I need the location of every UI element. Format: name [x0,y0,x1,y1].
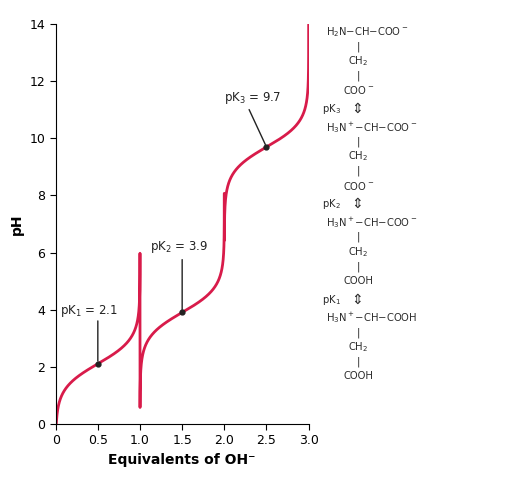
Text: CH$_2$: CH$_2$ [347,340,367,354]
Text: COOH: COOH [342,276,372,286]
Text: COO$^-$: COO$^-$ [342,180,374,191]
Text: $\Updownarrow$: $\Updownarrow$ [348,101,362,116]
Text: pK$_1$: pK$_1$ [322,293,340,306]
Text: |: | [356,356,360,367]
Text: |: | [356,261,360,272]
Text: |: | [356,166,360,176]
Text: H$_3$N$^+$$-$CH$-$COO$^-$: H$_3$N$^+$$-$CH$-$COO$^-$ [326,215,417,230]
Text: COOH: COOH [342,372,372,381]
Text: $\Updownarrow$: $\Updownarrow$ [348,292,362,307]
Text: CH$_2$: CH$_2$ [347,54,367,68]
Text: |: | [356,327,360,338]
X-axis label: Equivalents of OH⁻: Equivalents of OH⁻ [108,452,256,467]
Text: CH$_2$: CH$_2$ [347,150,367,163]
Text: pK$_1$ = 2.1: pK$_1$ = 2.1 [60,303,118,319]
Text: CH$_2$: CH$_2$ [347,245,367,259]
Text: pK$_3$: pK$_3$ [322,102,340,115]
Text: pK$_2$: pK$_2$ [322,197,340,211]
Text: pK$_2$ = 3.9: pK$_2$ = 3.9 [150,239,208,255]
Text: H$_3$N$^+$$-$CH$-$COOH: H$_3$N$^+$$-$CH$-$COOH [326,311,417,325]
Text: COO$^-$: COO$^-$ [342,84,374,96]
Text: H$_2$N$-$CH$-$COO$^-$: H$_2$N$-$CH$-$COO$^-$ [326,25,408,38]
Text: |: | [356,136,360,147]
Text: pK$_3$ = 9.7: pK$_3$ = 9.7 [224,91,281,106]
Text: |: | [356,41,360,52]
Y-axis label: pH: pH [10,213,24,235]
Text: |: | [356,70,360,81]
Text: H$_3$N$^+$$-$CH$-$COO$^-$: H$_3$N$^+$$-$CH$-$COO$^-$ [326,120,417,134]
Text: |: | [356,232,360,243]
Text: $\Updownarrow$: $\Updownarrow$ [348,197,362,211]
